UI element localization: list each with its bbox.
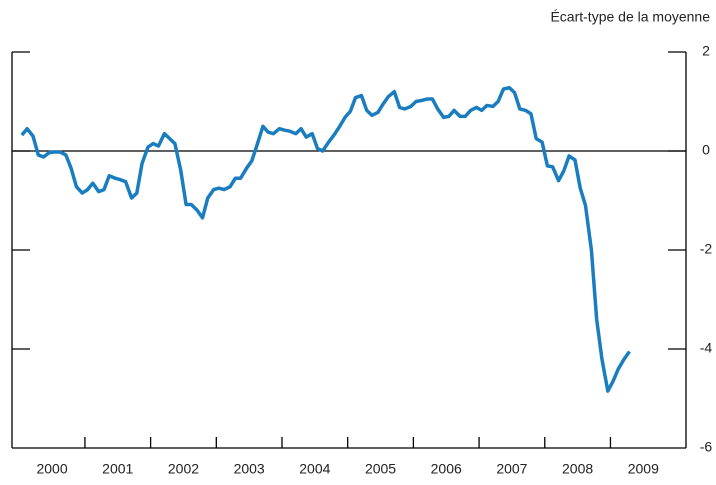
x-tick-label: 2000 [36,461,67,477]
y-axis-label: Écart-type de la moyenne [550,9,710,25]
x-tick-label: 2009 [628,461,659,477]
x-tick-label: 2003 [234,461,265,477]
x-tick-label: 2002 [168,461,199,477]
y-tick-label: -4 [700,340,713,356]
x-tick-label: 2005 [365,461,396,477]
x-tick-label: 2001 [102,461,133,477]
x-tick-label: 2006 [431,461,462,477]
data-line [20,85,631,393]
y-tick-label: 2 [702,43,710,59]
x-tick-label: 2008 [562,461,593,477]
x-tick-label: 2007 [496,461,527,477]
y-tick-label: -6 [700,439,713,455]
x-tick-label: 2004 [299,461,330,477]
y-tick-label: 0 [702,142,710,158]
y-tick-label: -2 [700,241,713,257]
